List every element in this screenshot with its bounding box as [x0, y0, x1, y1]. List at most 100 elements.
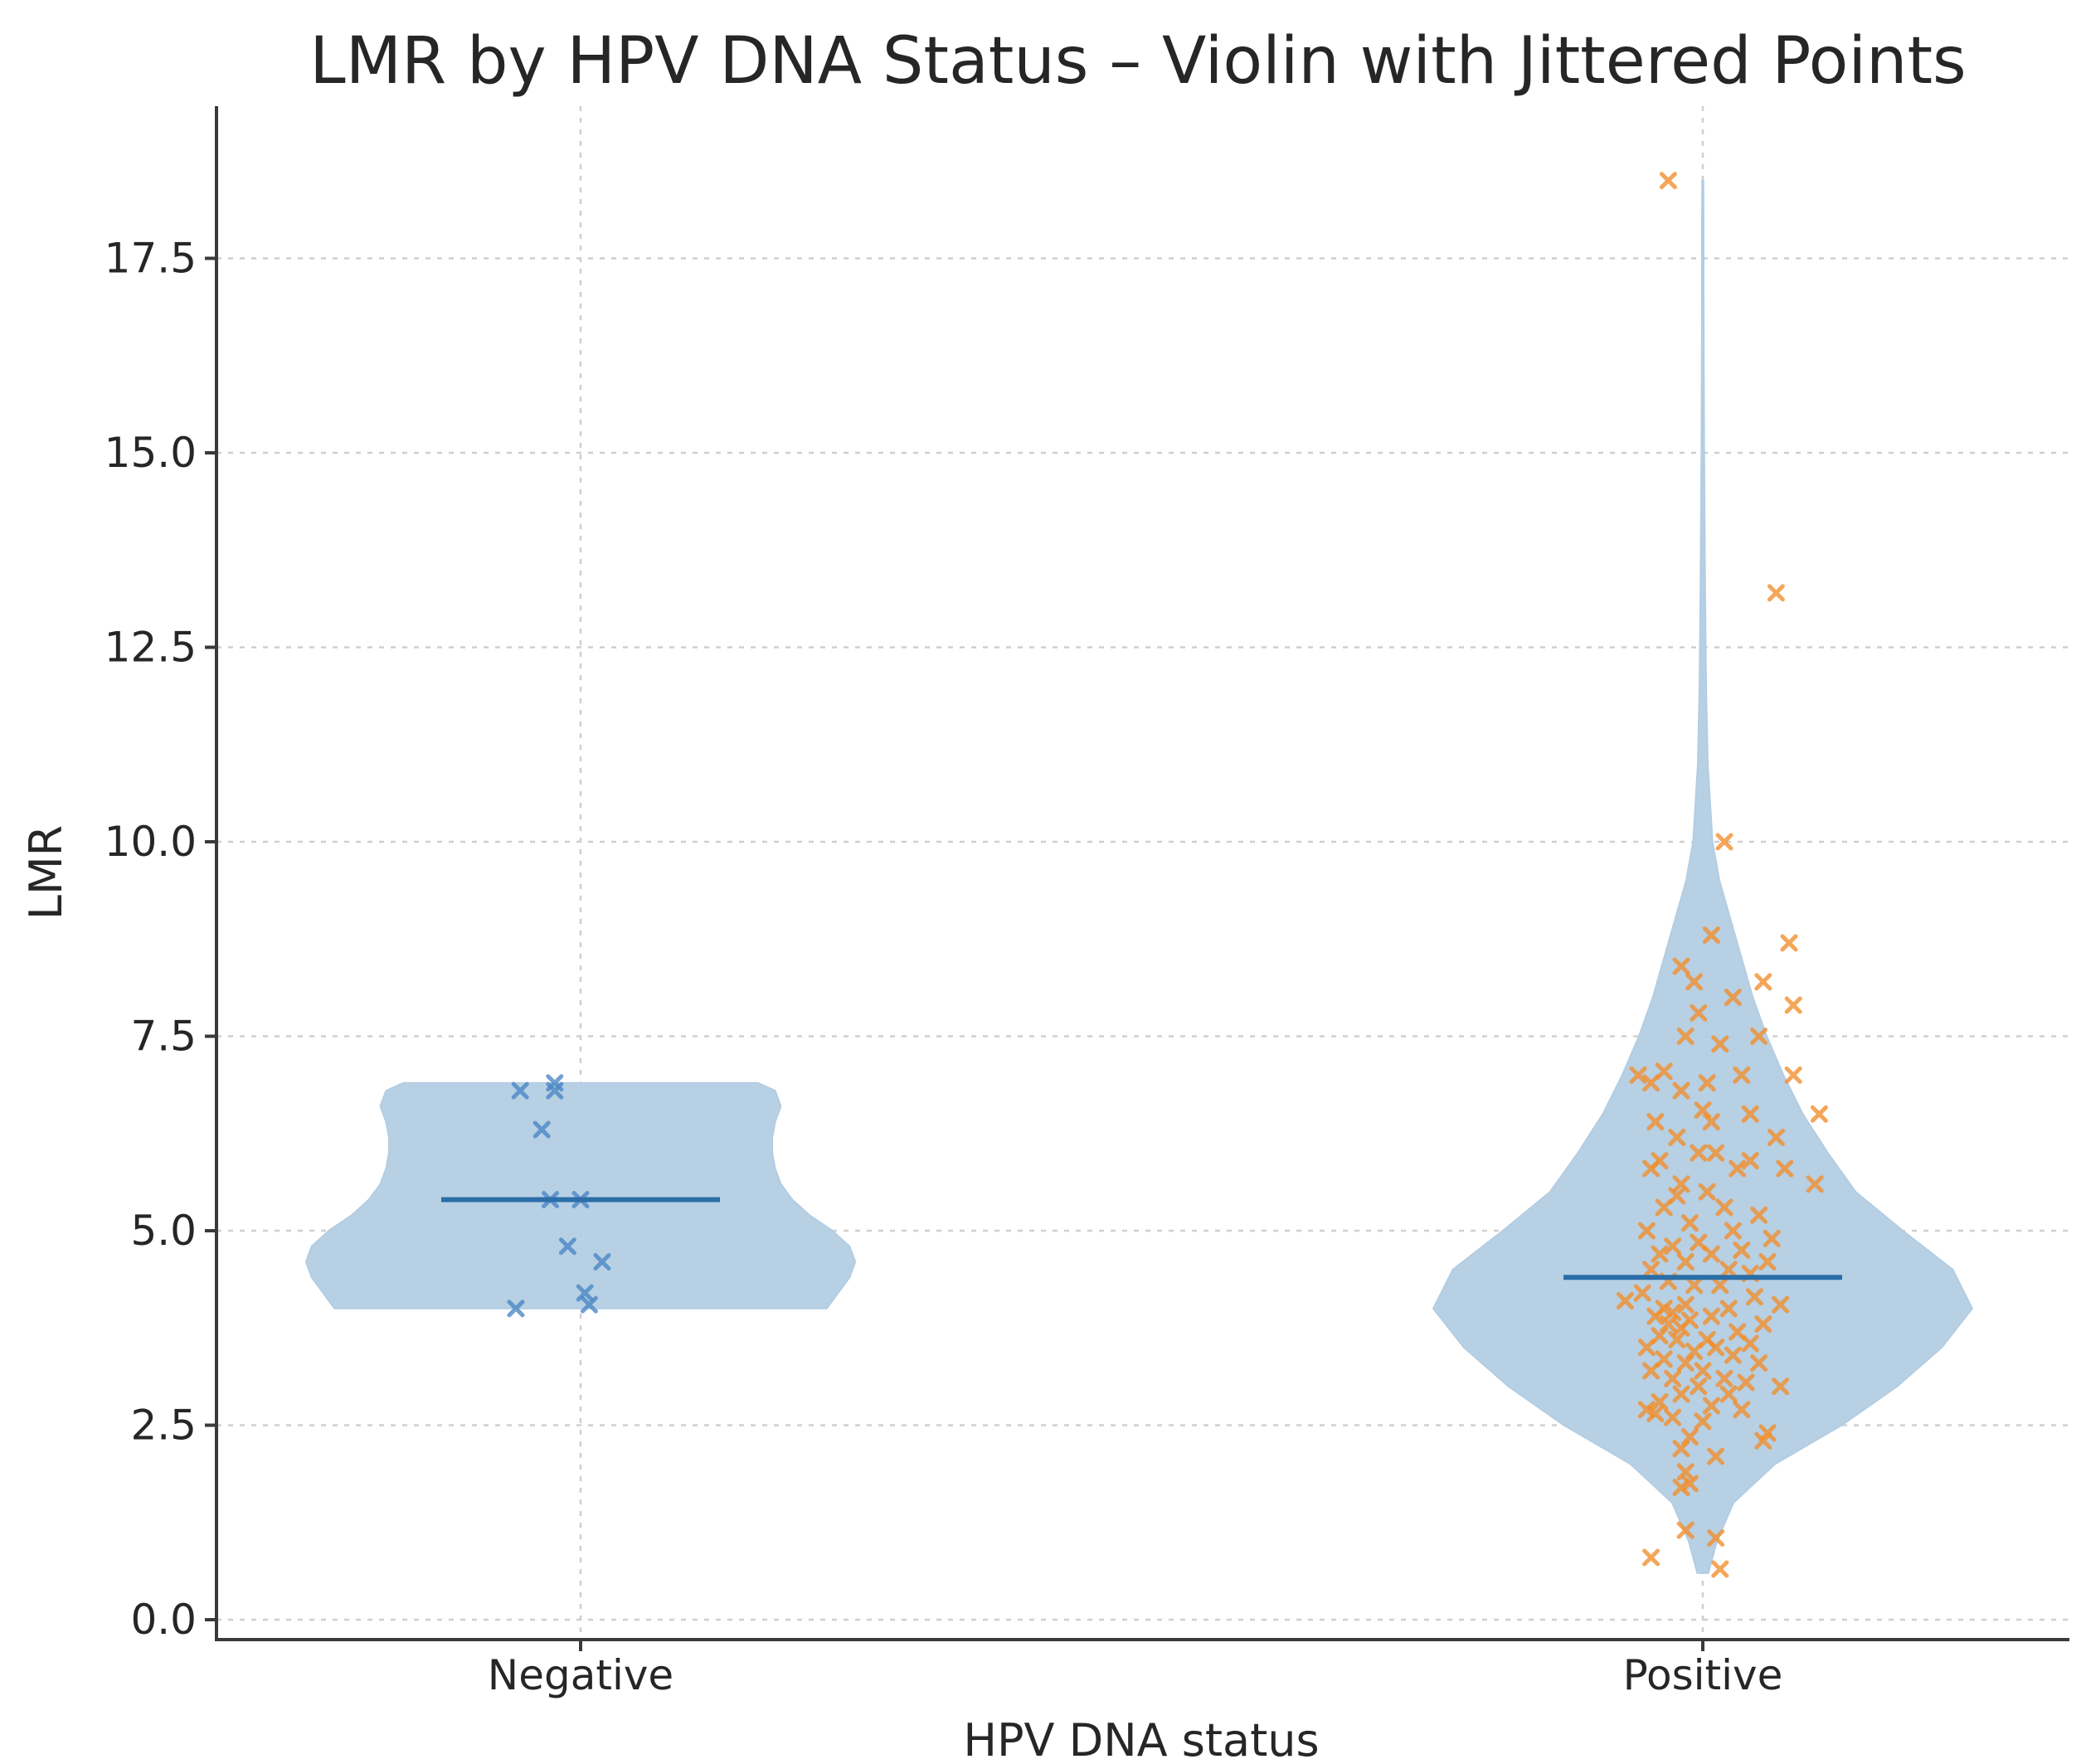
data-point-positive: [1664, 1369, 1682, 1387]
data-point-positive: [1750, 1028, 1768, 1045]
data-point-positive: [1659, 1315, 1677, 1334]
data-point-positive: [1672, 1081, 1690, 1100]
data-point-positive: [1642, 1362, 1661, 1380]
data-point-positive: [1767, 1128, 1785, 1146]
data-point-positive: [1750, 1206, 1768, 1224]
data-point-positive: [1672, 1175, 1690, 1193]
data-point-positive: [1733, 1401, 1751, 1419]
violin-layer: [304, 179, 1973, 1574]
data-point-positive: [1729, 1159, 1747, 1178]
data-point-positive: [1694, 1362, 1712, 1380]
data-point-positive: [1676, 1253, 1695, 1271]
data-point-positive: [1694, 1412, 1712, 1431]
data-point-positive: [1711, 1035, 1729, 1053]
data-point-positive: [1672, 957, 1690, 975]
data-point-positive: [1707, 1447, 1725, 1465]
data-point-positive: [1763, 1229, 1781, 1247]
data-point-positive: [1694, 1101, 1712, 1120]
y-tick-label: 17.5: [105, 235, 197, 283]
data-point-positive: [1767, 584, 1785, 602]
data-point-positive: [1651, 1392, 1669, 1411]
data-point-positive: [1637, 1401, 1656, 1419]
violin-positive: [1432, 179, 1973, 1574]
y-tick-label: 5.0: [130, 1207, 197, 1255]
data-point-positive: [1664, 1408, 1682, 1426]
data-point-positive: [1719, 1385, 1738, 1403]
data-point-positive: [1745, 1288, 1763, 1306]
data-point-positive: [1758, 1253, 1777, 1271]
y-tick-label: 15.0: [105, 429, 197, 477]
data-point-positive: [1672, 1440, 1690, 1458]
data-point-positive: [1724, 989, 1742, 1007]
data-point-positive: [1676, 1295, 1695, 1314]
data-point-negative: [576, 1284, 594, 1302]
data-point-positive: [1702, 1245, 1720, 1263]
data-point-positive: [1646, 1307, 1665, 1325]
data-point-positive: [1668, 1330, 1686, 1349]
data-point-positive: [1680, 1428, 1699, 1446]
y-tick-label: 12.5: [105, 624, 197, 672]
data-point-positive: [1685, 973, 1704, 991]
data-point-positive: [1676, 1521, 1695, 1539]
data-point-positive: [1772, 1378, 1790, 1396]
chart-title: LMR by HPV DNA Status – Violin with Jitt…: [309, 24, 1966, 99]
data-point-positive: [1702, 926, 1720, 945]
data-point-positive: [1724, 1222, 1742, 1240]
data-point-positive: [1733, 1066, 1751, 1084]
y-tick-label: 2.5: [130, 1402, 197, 1450]
data-point-positive: [1690, 1378, 1708, 1396]
data-point-positive: [1633, 1284, 1651, 1302]
data-point-positive: [1698, 1074, 1716, 1092]
data-point-positive: [1754, 1315, 1772, 1334]
data-point-positive: [1629, 1066, 1647, 1084]
data-point-positive: [1642, 1548, 1661, 1567]
data-point-positive: [1668, 1128, 1686, 1146]
data-point-positive: [1680, 1214, 1699, 1232]
data-point-positive: [1664, 1237, 1682, 1256]
data-point-positive: [1724, 1346, 1742, 1364]
violin-negative: [304, 1081, 857, 1310]
data-point-positive: [1707, 1339, 1725, 1357]
data-point-negative: [511, 1081, 529, 1100]
data-point-positive: [1642, 1159, 1661, 1178]
data-point-positive: [1719, 1300, 1738, 1318]
data-point-positive: [1758, 1424, 1777, 1442]
data-point-positive: [1737, 1373, 1755, 1392]
data-point-positive: [1776, 1159, 1794, 1178]
data-point-positive: [1741, 1152, 1759, 1170]
data-point-negative: [532, 1120, 551, 1139]
data-point-positive: [1698, 1183, 1716, 1201]
data-point-positive: [1642, 1074, 1661, 1092]
data-point-positive: [1780, 934, 1798, 952]
data-point-positive: [1637, 1339, 1656, 1357]
data-point-positive: [1715, 1198, 1733, 1217]
data-point-positive: [1659, 172, 1677, 190]
data-point-positive: [1702, 1307, 1720, 1325]
data-point-negative: [593, 1253, 611, 1271]
data-point-negative: [546, 1081, 564, 1100]
data-point-positive: [1680, 1475, 1699, 1493]
data-point-positive: [1750, 1353, 1768, 1372]
data-point-positive: [1806, 1175, 1824, 1193]
data-point-positive: [1711, 1276, 1729, 1295]
data-point-positive: [1754, 973, 1772, 991]
x-tick-label-positive: Positive: [1623, 1651, 1783, 1699]
data-point-positive: [1715, 833, 1733, 851]
data-point-positive: [1672, 1385, 1690, 1403]
data-point-positive: [1772, 1295, 1790, 1314]
data-point-positive: [1702, 1397, 1720, 1415]
y-tick-label: 7.5: [130, 1013, 197, 1061]
data-point-positive: [1784, 1066, 1802, 1084]
x-tick-label-negative: Negative: [488, 1651, 673, 1699]
data-point-positive: [1741, 1334, 1759, 1353]
data-point-positive: [1676, 1463, 1695, 1481]
x-axis-label: HPV DNA status: [963, 1714, 1319, 1764]
data-point-positive: [1690, 1003, 1708, 1022]
data-point-positive: [1637, 1222, 1656, 1240]
y-tick-label: 0.0: [130, 1596, 197, 1644]
data-point-positive: [1685, 1342, 1704, 1360]
data-point-positive: [1719, 1261, 1738, 1279]
data-point-positive: [1754, 1431, 1772, 1450]
data-point-positive: [1784, 996, 1802, 1014]
